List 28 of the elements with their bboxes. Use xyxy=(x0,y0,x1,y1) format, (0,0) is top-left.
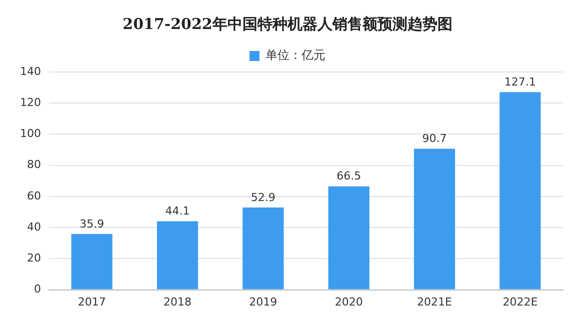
y-tick-label: 80 xyxy=(26,158,41,172)
chart-title: 2017-2022年中国特种机器人销售额预测趋势图 xyxy=(122,14,452,33)
y-tick-label: 140 xyxy=(20,64,41,78)
bar xyxy=(500,92,541,290)
y-tick-label: 60 xyxy=(26,189,41,202)
x-tick-label: 2018 xyxy=(163,295,192,308)
data-label: 35.9 xyxy=(80,217,104,230)
bar xyxy=(242,208,284,290)
bar xyxy=(71,234,112,290)
y-tick-label: 0 xyxy=(34,282,41,296)
x-tick-label: 2017 xyxy=(78,295,106,308)
x-tick-label: 2020 xyxy=(334,295,363,308)
bar xyxy=(328,186,370,290)
data-label: 127.1 xyxy=(504,75,536,88)
bar xyxy=(156,221,198,290)
x-tick-label: 2021E xyxy=(417,295,452,308)
bar xyxy=(414,148,456,290)
x-tick-label: 2022E xyxy=(502,295,538,308)
y-tick-label: 40 xyxy=(26,220,41,234)
data-label: 44.1 xyxy=(165,204,190,218)
data-label: 90.7 xyxy=(422,132,447,146)
y-tick-label: 120 xyxy=(20,96,41,109)
legend-label: 单位：亿元 xyxy=(266,48,326,62)
data-label: 66.5 xyxy=(336,170,362,183)
data-label: 52.9 xyxy=(250,190,276,204)
x-tick-label: 2019 xyxy=(249,295,278,308)
y-tick-label: 20 xyxy=(26,252,41,265)
y-tick-label: 100 xyxy=(20,127,41,140)
